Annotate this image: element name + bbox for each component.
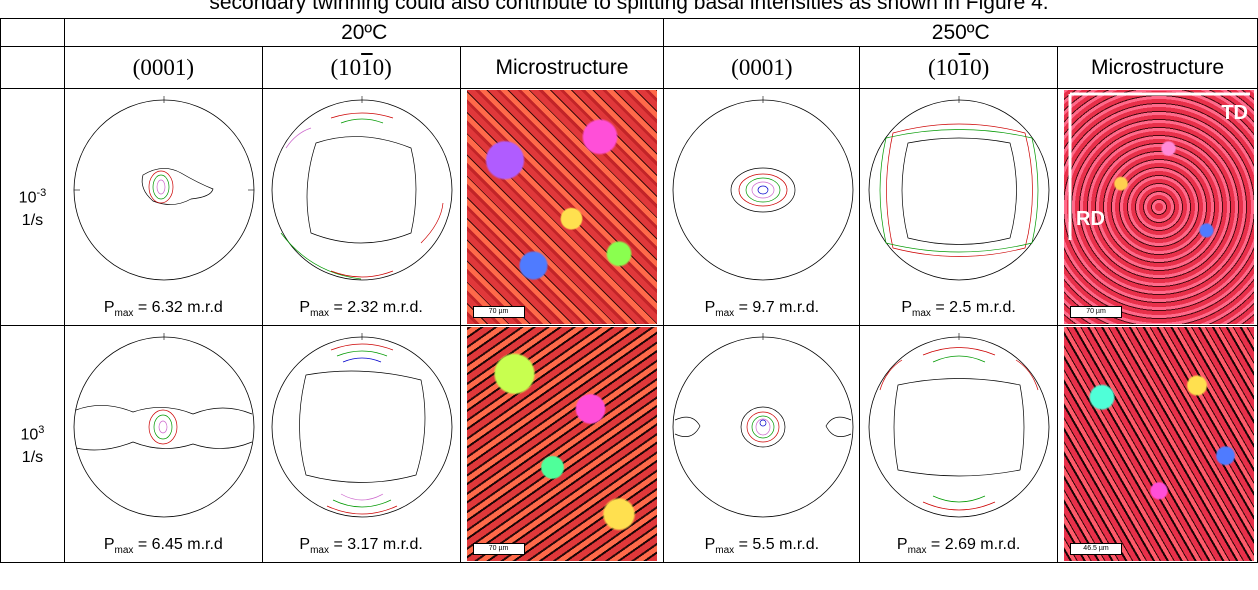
pole-figure-20-prism-low: Pmax = 2.32 m.r.d. (261, 88, 461, 326)
row-label-low-rate: 10-3 1/s (0, 88, 65, 326)
pole-figure-250-prism-high: Pmax = 2.69 m.r.d. (859, 325, 1059, 563)
pmax-label: Pmax = 3.17 m.r.d. (299, 535, 423, 556)
td-label: TD (1221, 102, 1249, 124)
pole-figure-250-basal-low: Pmax = 9.7 m.r.d. (663, 88, 861, 326)
rd-label: RD (1076, 208, 1105, 230)
col-header-micro-2: Microstructure (1057, 46, 1258, 89)
scale-bar: 70 µm (472, 543, 525, 555)
col-header-basal-2: (0001) (663, 46, 861, 89)
texture-table: 20ºC 250ºC (0001) (1010) Microstructure … (0, 18, 1258, 563)
rd-td-axes (1068, 92, 1251, 240)
col-header-prism-2: (1010) (859, 46, 1059, 89)
temp-header-250: 250ºC (663, 18, 1258, 47)
corner-cell (0, 18, 65, 47)
col-header-prism: (1010) (261, 46, 461, 89)
pmax-label: Pmax = 2.32 m.r.d. (299, 298, 423, 319)
temp-header-20: 20ºC (63, 18, 665, 47)
pole-figure-250-basal-high: Pmax = 5.5 m.r.d. (663, 325, 861, 563)
pmax-label: Pmax = 9.7 m.r.d. (704, 298, 820, 319)
pmax-label: Pmax = 6.45 m.r.d (103, 535, 223, 556)
pmax-label: Pmax = 2.69 m.r.d. (896, 535, 1021, 556)
scale-bar: 46.5 µm (1070, 543, 1123, 555)
micrograph-20-low: 70 µm (459, 88, 665, 326)
micrograph-250-low: TD RD 70 µm (1057, 88, 1258, 326)
micrograph-250-high: 46.5 µm (1057, 325, 1258, 563)
pmax-label: Pmax = 5.5 m.r.d. (704, 535, 820, 556)
micrograph-20-high: 70 µm (459, 325, 665, 563)
row-label-high-rate: 103 1/s (0, 325, 65, 563)
pole-figure-20-prism-high: Pmax = 3.17 m.r.d. (261, 325, 461, 563)
scale-bar: 70 µm (1070, 306, 1123, 318)
col-header-micro: Microstructure (459, 46, 665, 89)
pole-figure-20-basal-low: Pmax = 6.32 m.r.d (63, 88, 263, 326)
pmax-label: Pmax = 6.32 m.r.d (103, 298, 223, 319)
pole-figure-250-prism-low: Pmax = 2.5 m.r.d. (859, 88, 1059, 326)
figure-caption: secondary twinning could also contribute… (209, 0, 1049, 14)
pmax-label: Pmax = 2.5 m.r.d. (901, 298, 1016, 319)
scale-bar: 70 µm (472, 306, 525, 318)
col-header-basal: (0001) (63, 46, 263, 89)
pole-figure-20-basal-high: Pmax = 6.45 m.r.d (63, 325, 263, 563)
